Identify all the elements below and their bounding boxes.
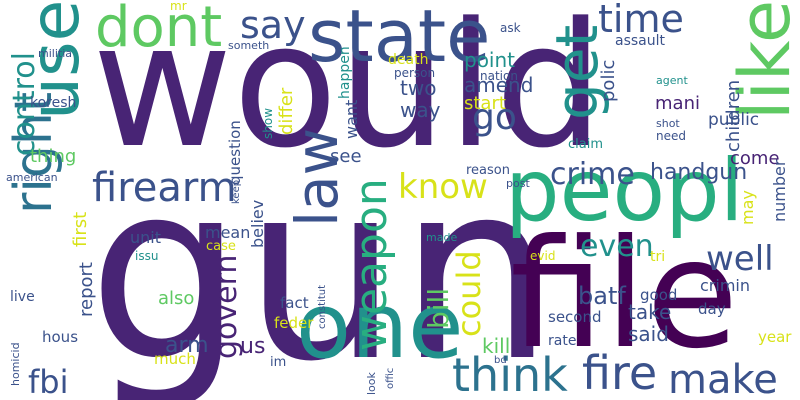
- word-fbi: fbi: [28, 363, 69, 400]
- word-amend: amend: [464, 73, 534, 97]
- word-could: could: [450, 250, 488, 337]
- word-peopl: peopl: [505, 141, 744, 241]
- word-question: question: [226, 120, 244, 185]
- word-batf: batf: [578, 282, 626, 310]
- word-number: number: [770, 159, 789, 222]
- word-crime: crime: [550, 157, 635, 192]
- word-arm: arm: [165, 333, 209, 358]
- word-see: see: [330, 146, 362, 167]
- word-believ: believ: [248, 199, 267, 248]
- word-govern: govern: [209, 254, 244, 359]
- word-mr: mr: [170, 0, 187, 13]
- word-american: american: [6, 171, 58, 184]
- word-differ: differ: [276, 87, 297, 135]
- word-issu: issu: [135, 249, 159, 263]
- word-tri: tri: [650, 249, 666, 265]
- word-feder: feder: [274, 314, 314, 332]
- word-unit: unit: [130, 228, 161, 247]
- word-think: think: [452, 348, 568, 400]
- word-first: first: [70, 211, 91, 247]
- word-much: much: [154, 350, 196, 368]
- word-second: second: [548, 308, 602, 326]
- word-may: may: [738, 190, 757, 225]
- word-post: post: [506, 177, 530, 190]
- word-someth: someth: [228, 39, 270, 52]
- word-reason: reason: [466, 163, 510, 178]
- word-fire: fire: [582, 346, 658, 400]
- word-polic: polic: [598, 59, 619, 102]
- word-hous: hous: [42, 328, 79, 346]
- word-point: point: [464, 48, 516, 72]
- word-offic: offic: [385, 367, 396, 389]
- word-state: state: [308, 0, 491, 78]
- word-firearm: firearm: [92, 165, 237, 211]
- word-rate: rate: [548, 333, 577, 349]
- word-day: day: [698, 300, 726, 318]
- word-way: way: [400, 98, 441, 122]
- word-assault: assault: [615, 33, 665, 49]
- word-public: public: [708, 110, 760, 130]
- word-handgun: handgun: [650, 160, 748, 185]
- word-law: law: [283, 127, 351, 227]
- word-dont: dont: [95, 0, 223, 60]
- word-thing: thing: [30, 146, 77, 167]
- word-bill: bill: [422, 287, 455, 329]
- word-show: show: [261, 107, 275, 139]
- word-said: said: [628, 322, 669, 346]
- word-know: know: [398, 167, 488, 207]
- word-kill: kill: [482, 334, 511, 358]
- word-year: year: [758, 328, 792, 346]
- word-us: us: [240, 334, 266, 359]
- word-homicid: homicid: [9, 342, 22, 386]
- word-take: take: [628, 300, 672, 324]
- word-want: want: [342, 99, 361, 139]
- word-case: case: [206, 239, 236, 254]
- word-gun: gun: [88, 130, 555, 400]
- word-go: go: [472, 97, 517, 138]
- word-mani: mani: [655, 93, 700, 114]
- word-good: good: [640, 286, 678, 304]
- word-person: person: [394, 66, 436, 80]
- word-constitut: constitut: [317, 284, 328, 329]
- word-make: make: [668, 357, 778, 400]
- word-even: even: [580, 229, 654, 264]
- word-live: live: [10, 289, 35, 305]
- word-would: would: [92, 0, 604, 186]
- word-file: file: [510, 208, 739, 382]
- word-ask: ask: [500, 21, 521, 35]
- word-mean: mean: [205, 223, 251, 242]
- word-say: say: [240, 3, 306, 47]
- word-also: also: [158, 288, 195, 309]
- word-need: need: [656, 129, 686, 143]
- word-keep: keep: [231, 179, 242, 204]
- word-made: made: [426, 231, 458, 244]
- word-nation: nation: [480, 69, 518, 83]
- word-bd: bd: [494, 355, 507, 366]
- word-fact: fact: [280, 294, 309, 312]
- word-death: death: [388, 52, 429, 68]
- word-two: two: [400, 76, 437, 100]
- word-crimin: crimin: [700, 276, 750, 295]
- word-shot: shot: [656, 117, 680, 130]
- word-start: start: [464, 93, 506, 114]
- word-claim: claim: [568, 137, 604, 152]
- word-agent: agent: [656, 74, 688, 87]
- word-time: time: [598, 0, 684, 41]
- word-report: report: [76, 262, 97, 317]
- word-look: look: [365, 372, 378, 395]
- word-weapon: weapon: [346, 178, 397, 351]
- word-well: well: [706, 239, 774, 279]
- word-koresh: koresh: [30, 95, 77, 111]
- word-happen: happen: [337, 46, 353, 99]
- word-militia: militia: [38, 47, 72, 60]
- word-one: one: [296, 274, 464, 379]
- word-im: im: [270, 355, 287, 370]
- word-evid: evid: [530, 249, 556, 263]
- word-come: come: [730, 148, 780, 169]
